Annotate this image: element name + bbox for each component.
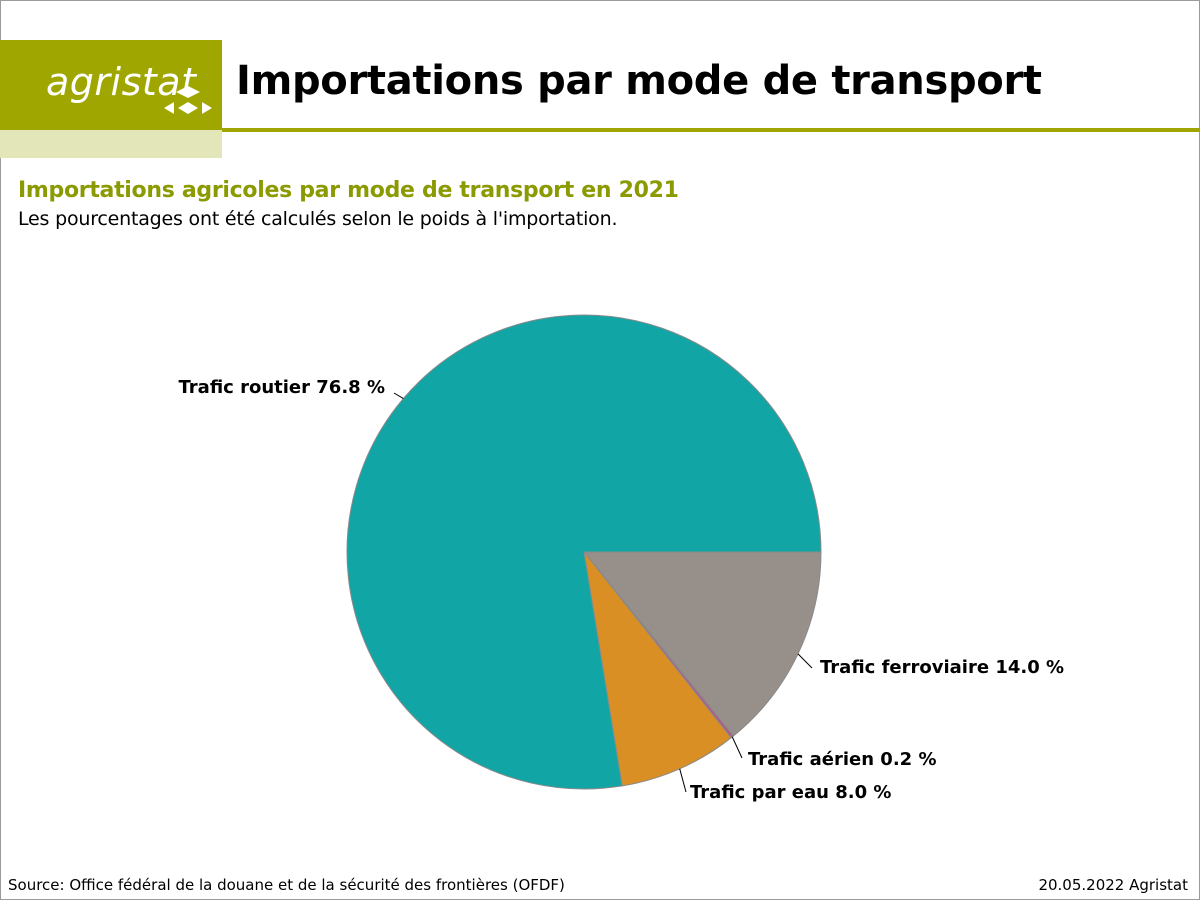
header-rule	[222, 128, 1200, 132]
logo-mark-icon	[164, 86, 212, 114]
page-title: Importations par mode de transport	[236, 58, 1042, 104]
leader-line	[679, 768, 687, 793]
logo-text: agristat	[46, 60, 197, 104]
source-note: Source: Office fédéral de la douane et d…	[8, 876, 565, 894]
leader-line	[393, 392, 404, 399]
slice-label: Trafic aérien 0.2 %	[748, 749, 936, 770]
leader-line	[797, 653, 813, 669]
slice-label: Trafic ferroviaire 14.0 %	[820, 657, 1064, 678]
chart-subtitle: Les pourcentages ont été calculés selon …	[18, 208, 618, 230]
chart-title: Importations agricoles par mode de trans…	[18, 178, 679, 203]
leader-line	[731, 736, 743, 759]
date-stamp: 20.05.2022 Agristat	[1038, 876, 1188, 894]
slice-label: Trafic routier 76.8 %	[179, 377, 386, 398]
pie-slice	[346, 314, 822, 790]
pie-slice	[582, 551, 822, 737]
logo-accent-bar	[0, 130, 222, 158]
agristat-logo	[0, 40, 222, 130]
slice-label: Trafic par eau 8.0 %	[690, 782, 891, 803]
